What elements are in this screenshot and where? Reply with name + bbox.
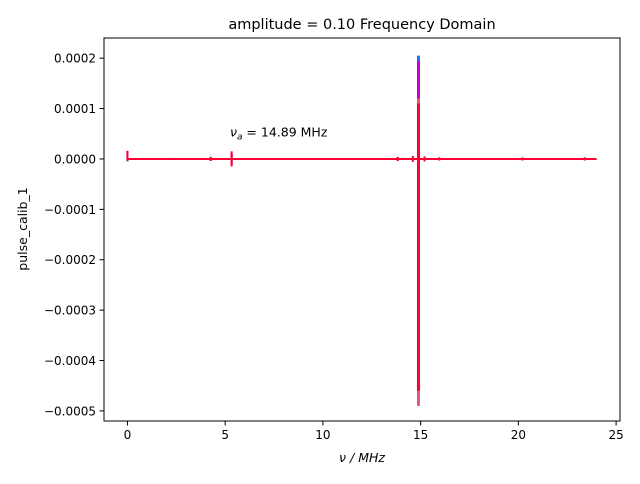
annotation-value: = 14.89 MHz <box>242 125 327 140</box>
y-tick-label: −0.0004 <box>44 354 96 368</box>
annotation-symbol: ν <box>230 125 237 140</box>
y-tick-label: 0.0000 <box>54 152 96 166</box>
x-tick-label: 5 <box>221 428 229 442</box>
series-4 <box>126 103 597 391</box>
plot-frame <box>103 37 621 422</box>
y-tick-label: −0.0005 <box>44 404 96 418</box>
x-tick-label: 25 <box>608 428 623 442</box>
x-tick-label: 20 <box>511 428 526 442</box>
x-tick-label: 15 <box>413 428 428 442</box>
series-1 <box>126 55 597 391</box>
x-tick-label: 10 <box>315 428 330 442</box>
series-3 <box>126 98 597 406</box>
x-axis-label: ν / MHz <box>339 450 385 465</box>
x-axis-ticks: 0 5 10 15 20 25 <box>124 421 624 442</box>
peak-annotation: νa = 14.89 MHz <box>230 125 328 143</box>
series-2 <box>126 60 597 399</box>
y-tick-label: −0.0002 <box>44 253 96 267</box>
annotation-subscript: a <box>237 133 243 143</box>
y-tick-label: −0.0003 <box>44 304 96 318</box>
y-axis-label: pulse_calib_1 <box>15 187 30 270</box>
series-layer <box>126 55 597 406</box>
y-tick-label: 0.0002 <box>54 52 96 66</box>
chart-title: amplitude = 0.10 Frequency Domain <box>228 17 495 33</box>
y-tick-label: 0.0001 <box>54 102 96 116</box>
x-tick-label: 0 <box>124 428 132 442</box>
y-axis-ticks: 0.0002 0.0001 0.0000 −0.0001 −0.0002 −0.0003 −… <box>44 52 104 418</box>
y-tick-label: −0.0001 <box>44 203 96 217</box>
